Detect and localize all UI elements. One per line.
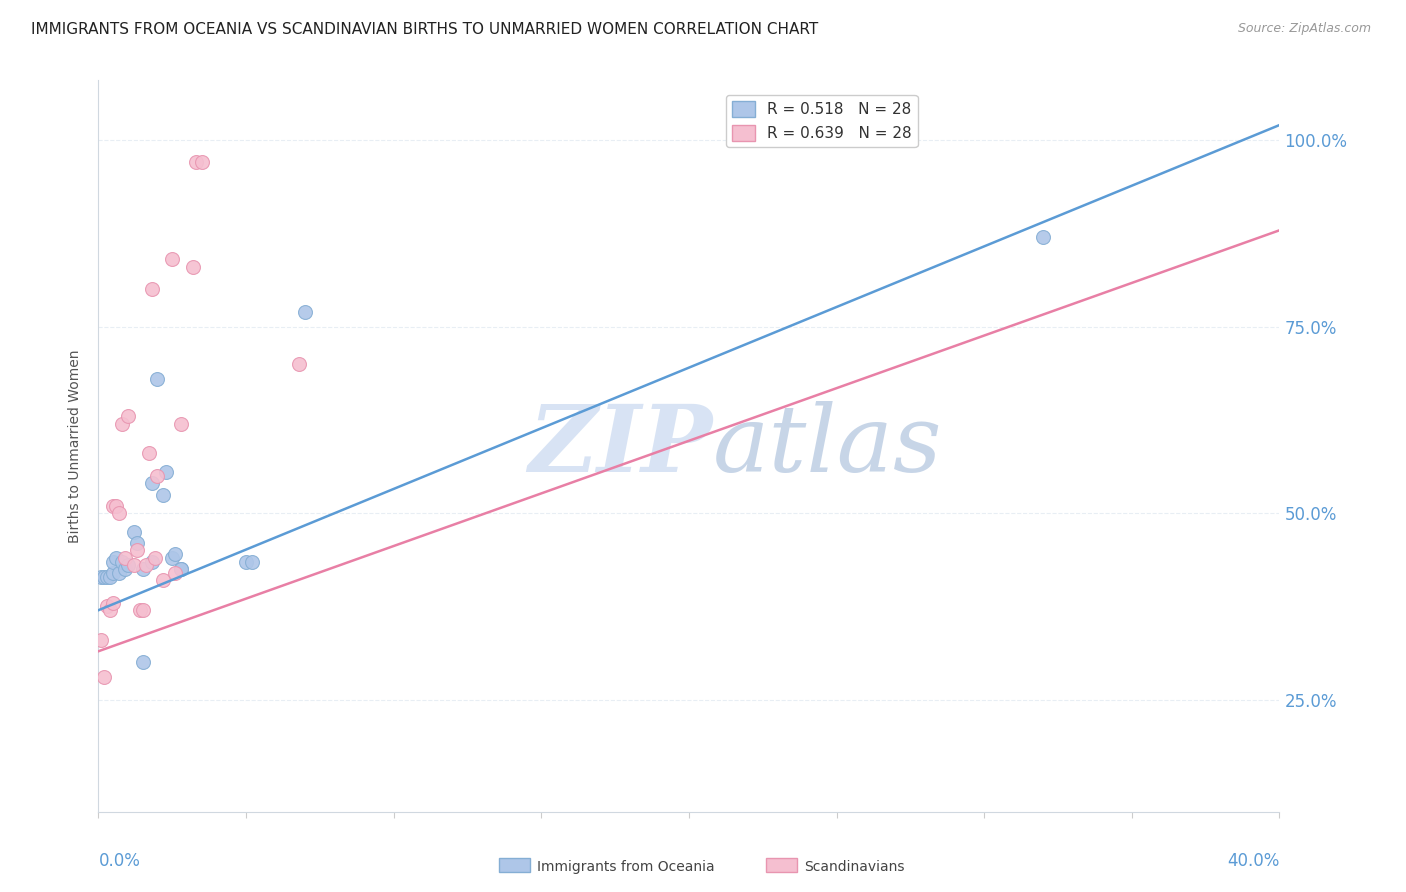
Text: IMMIGRANTS FROM OCEANIA VS SCANDINAVIAN BIRTHS TO UNMARRIED WOMEN CORRELATION CH: IMMIGRANTS FROM OCEANIA VS SCANDINAVIAN … [31, 22, 818, 37]
Point [141, 282, 163, 296]
Point [162, 252, 183, 267]
Point [170, 562, 193, 576]
Point [152, 487, 174, 501]
Text: Immigrants from Oceania: Immigrants from Oceania [537, 860, 714, 874]
Point [184, 155, 207, 169]
Text: atlas: atlas [713, 401, 942, 491]
Point [170, 562, 193, 576]
Point [111, 417, 134, 431]
Point [114, 562, 136, 576]
Point [103, 555, 125, 569]
Point [90, 633, 112, 648]
Point [108, 566, 131, 580]
Point [98, 603, 121, 617]
Point [103, 596, 125, 610]
Point [117, 409, 139, 424]
Point [170, 417, 193, 431]
Point [108, 506, 131, 520]
Point [138, 446, 160, 460]
Y-axis label: Births to Unmarried Women: Births to Unmarried Women [69, 350, 83, 542]
Point [103, 499, 125, 513]
Point [143, 551, 166, 566]
Text: 0.0%: 0.0% [98, 852, 141, 870]
Point [294, 304, 316, 318]
Point [111, 555, 134, 569]
Point [181, 260, 204, 274]
Text: ZIP: ZIP [529, 401, 713, 491]
Point [141, 476, 163, 491]
Point [165, 566, 187, 580]
Point [288, 357, 311, 371]
Point [105, 499, 128, 513]
Legend: R = 0.518   N = 28, R = 0.639   N = 28: R = 0.518 N = 28, R = 0.639 N = 28 [725, 95, 918, 147]
Point [146, 372, 169, 386]
Point [103, 566, 125, 580]
Point [105, 551, 128, 566]
Point [135, 558, 157, 573]
Point [128, 603, 150, 617]
Point [235, 555, 257, 569]
Point [191, 155, 214, 169]
Point [93, 670, 115, 684]
Text: Scandinavians: Scandinavians [804, 860, 904, 874]
Point [96, 569, 118, 583]
Point [146, 468, 169, 483]
Point [152, 574, 174, 588]
Point [98, 569, 121, 583]
Point [1032, 230, 1054, 244]
Point [114, 551, 136, 566]
Point [132, 603, 155, 617]
Point [125, 536, 148, 550]
Point [122, 558, 145, 573]
Text: Source: ZipAtlas.com: Source: ZipAtlas.com [1237, 22, 1371, 36]
Point [93, 569, 115, 583]
Text: 40.0%: 40.0% [1227, 852, 1279, 870]
Point [132, 656, 155, 670]
Point [117, 558, 139, 573]
Point [141, 555, 163, 569]
Point [125, 543, 148, 558]
Point [162, 551, 183, 566]
Point [240, 555, 263, 569]
Point [122, 524, 145, 539]
Point [90, 569, 112, 583]
Point [165, 547, 187, 561]
Point [96, 599, 118, 614]
Point [155, 465, 177, 479]
Point [132, 562, 155, 576]
